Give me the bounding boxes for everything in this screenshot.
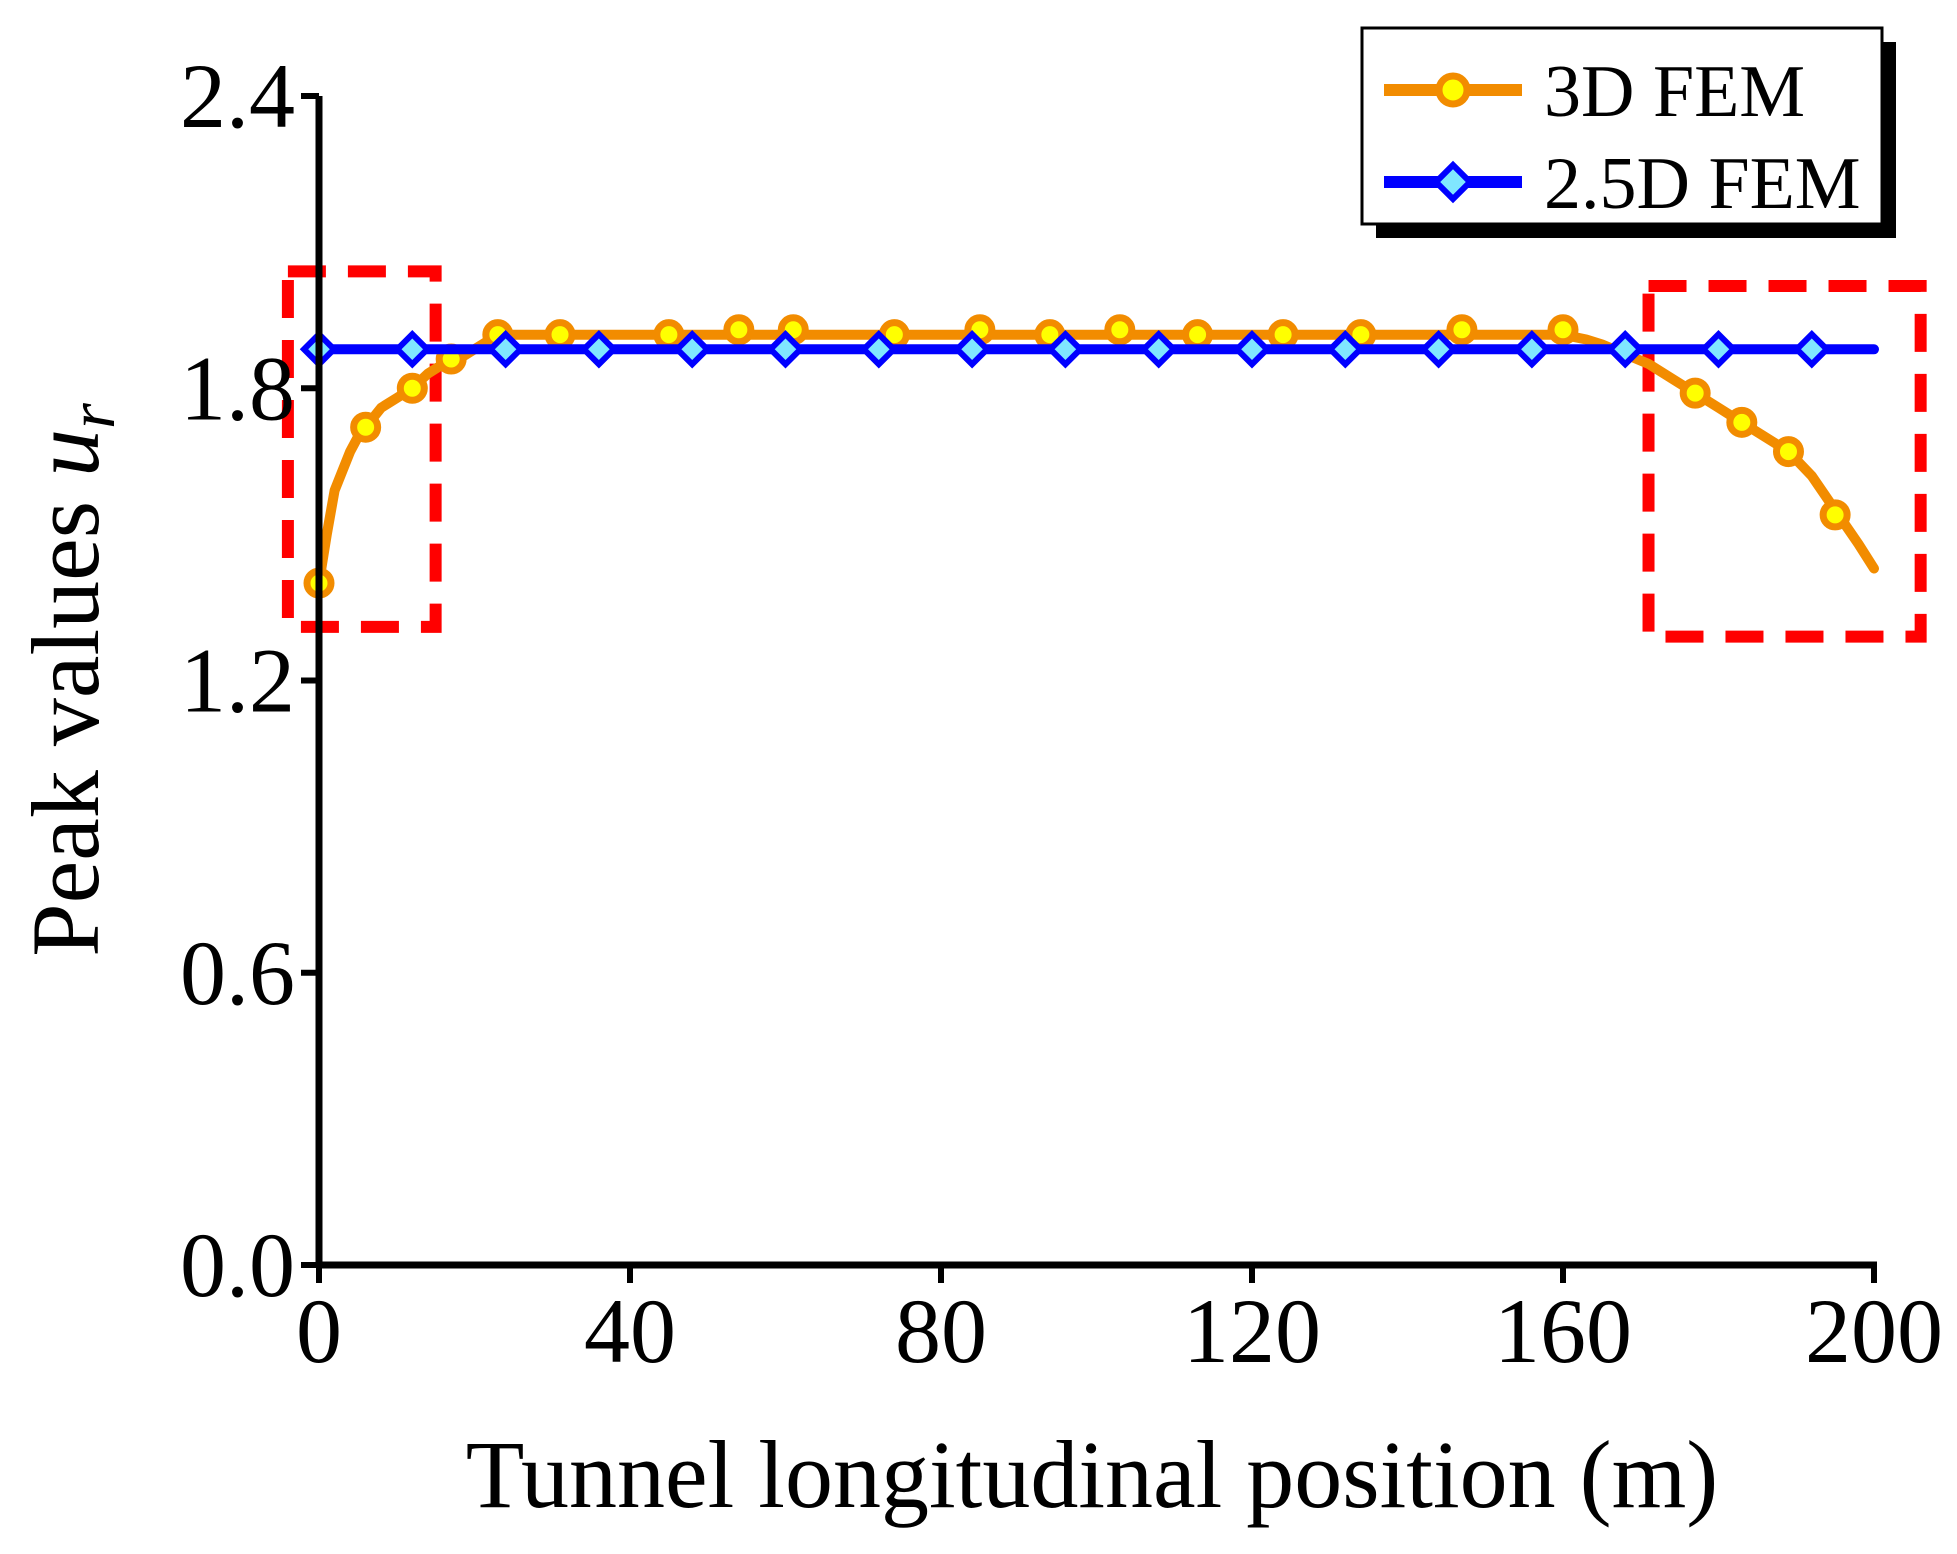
- data-point: [1232, 330, 1272, 369]
- data-point: [544, 319, 576, 351]
- data-point: [1772, 436, 1804, 468]
- series-line-1: [314, 329, 1879, 589]
- dashed-highlight-box-2: [1642, 279, 1927, 643]
- y-tick-label: 1.2: [180, 630, 295, 732]
- data-point: [579, 330, 619, 369]
- data-point: [1446, 314, 1478, 346]
- x-tick-label: 200: [1805, 1280, 1943, 1382]
- x-axis-title: Tunnel longitudinal position (m): [466, 1421, 1719, 1528]
- highlight-boxes: [281, 265, 1927, 643]
- data-point: [1104, 314, 1136, 346]
- x-tick-label: 40: [584, 1280, 676, 1382]
- y-axis-title-text: Peak values: [12, 477, 119, 957]
- dashed-highlight-box-1: [281, 265, 442, 633]
- data-point: [486, 330, 525, 369]
- x-tick-label: 160: [1494, 1280, 1632, 1382]
- data-point: [1819, 499, 1851, 531]
- y-tick-label: 2.4: [180, 45, 295, 147]
- legend-label: 2.5D FEM: [1544, 143, 1861, 225]
- data-point: [653, 319, 685, 351]
- x-tick-label: 120: [1183, 1280, 1321, 1382]
- legend-swatch-marker: [1435, 72, 1471, 108]
- data-point: [859, 330, 899, 369]
- data-point: [1046, 330, 1085, 369]
- data-point: [1726, 406, 1758, 438]
- data-point: [1139, 330, 1178, 369]
- data-point: [1699, 330, 1738, 369]
- y-tick-label: 0.0: [180, 1214, 295, 1316]
- data-point: [1326, 330, 1365, 369]
- data-point: [723, 314, 755, 346]
- axes: 0.0 0.6 1.2 1.8 2.4 0 40 80 120 160 200 Tunnel long…: [12, 45, 1943, 1528]
- y-axis-title-subscript: r: [56, 403, 129, 429]
- y-tick-label: 1.8: [180, 337, 295, 439]
- data-point: [952, 330, 992, 369]
- x-tick-label: 80: [895, 1280, 987, 1382]
- data-point: [1547, 314, 1579, 346]
- y-axis-title-variable: u: [12, 429, 119, 477]
- data-point: [766, 330, 805, 369]
- data-point: [1182, 319, 1214, 351]
- data-point: [672, 330, 712, 369]
- data-point: [1267, 319, 1299, 351]
- data-point: [396, 372, 428, 404]
- plot-series: [299, 314, 1879, 599]
- data-point: [1512, 330, 1552, 369]
- y-tick-label: 0.6: [180, 922, 295, 1024]
- data-point: [393, 330, 432, 369]
- data-point: [1679, 377, 1711, 409]
- legend-label: 3D FEM: [1544, 51, 1805, 133]
- x-tick-label: 0: [296, 1280, 342, 1382]
- data-point: [1419, 330, 1458, 369]
- legend-swatch-marker: [1431, 160, 1475, 204]
- data-point: [1605, 330, 1645, 369]
- y-axis-title: Peak values ur: [12, 403, 129, 957]
- legend: 3D FEM 2.5D FEM: [1360, 26, 1896, 238]
- data-point: [1792, 330, 1832, 369]
- data-point: [350, 411, 382, 443]
